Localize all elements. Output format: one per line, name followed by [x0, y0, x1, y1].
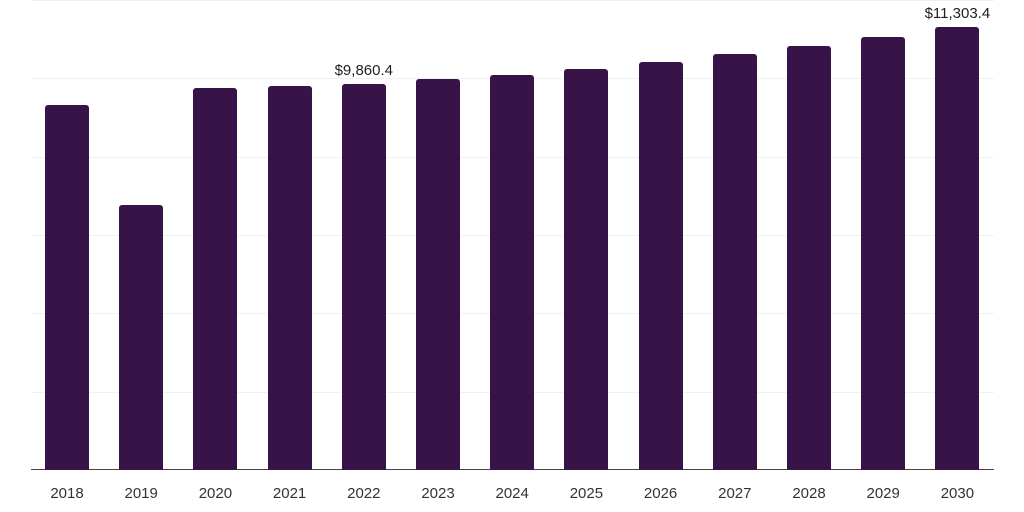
x-tick-label: 2023	[421, 485, 455, 502]
x-tick-label: 2024	[495, 485, 529, 502]
x-tick-label: 2022	[347, 485, 381, 502]
bar-2025[interactable]	[564, 69, 609, 470]
x-tick-label: 2020	[198, 485, 233, 502]
bar-2028[interactable]	[787, 46, 831, 470]
x-tick-label: 2025	[569, 485, 604, 502]
gridline	[31, 0, 994, 1]
bar-2018[interactable]	[45, 105, 89, 470]
bar-2023[interactable]	[416, 79, 460, 470]
data-label-2022: $9,860.4	[334, 61, 393, 79]
bar-2022[interactable]	[341, 83, 386, 470]
x-tick-label: 2021	[272, 485, 307, 502]
x-tick-label: 2028	[792, 485, 826, 502]
bar-2021[interactable]	[267, 86, 312, 470]
bar-2026[interactable]	[638, 62, 683, 470]
bar-2029[interactable]	[861, 37, 906, 470]
bar-2020[interactable]	[193, 88, 238, 470]
x-tick-label: 2027	[718, 485, 752, 502]
bar-2027[interactable]	[712, 54, 757, 470]
x-tick-label: 2019	[124, 485, 158, 502]
data-label-2030: $11,303.4	[924, 5, 991, 23]
x-tick-label: 2030	[940, 485, 975, 502]
bar-2024[interactable]	[490, 75, 535, 470]
bar-2019[interactable]	[119, 204, 164, 470]
x-tick-label: 2018	[50, 485, 84, 502]
x-tick-label: 2026	[643, 485, 678, 502]
bar-2030[interactable]	[935, 27, 980, 470]
x-tick-label: 2029	[866, 485, 900, 502]
